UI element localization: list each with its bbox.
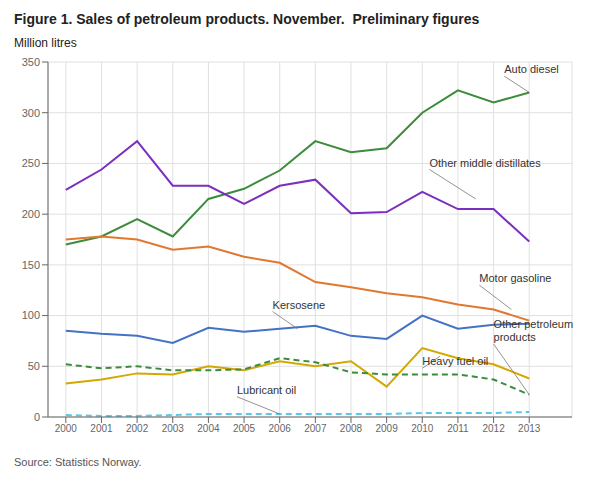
svg-text:2004: 2004 bbox=[197, 423, 220, 434]
html-text:Source: Statistics Norway.: Source: Statistics Norway. bbox=[14, 456, 142, 468]
svg-text:2000: 2000 bbox=[55, 423, 78, 434]
svg-text:2009: 2009 bbox=[376, 423, 399, 434]
svg-text:100: 100 bbox=[22, 309, 40, 321]
svg-text:2007: 2007 bbox=[304, 423, 327, 434]
html-text:Figure 1. Sales of petroleum p: Figure 1. Sales of petroleum products. N… bbox=[14, 11, 480, 27]
svg-text:Heavy fuel oil: Heavy fuel oil bbox=[422, 355, 488, 367]
svg-text:2008: 2008 bbox=[340, 423, 363, 434]
svg-text:2012: 2012 bbox=[482, 423, 505, 434]
svg-text:200: 200 bbox=[22, 208, 40, 220]
svg-text:Other petroleumproducts: Other petroleumproducts bbox=[494, 318, 573, 343]
svg-text:2006: 2006 bbox=[269, 423, 292, 434]
svg-text:2002: 2002 bbox=[126, 423, 149, 434]
svg-text:50: 50 bbox=[28, 360, 40, 372]
svg-text:Motor gasoline: Motor gasoline bbox=[479, 272, 551, 284]
svg-text:150: 150 bbox=[22, 259, 40, 271]
html-text:Million litres: Million litres bbox=[14, 36, 77, 50]
svg-text:350: 350 bbox=[22, 56, 40, 68]
svg-text:Other middle distillates: Other middle distillates bbox=[429, 157, 541, 169]
svg-text:300: 300 bbox=[22, 107, 40, 119]
svg-text:2005: 2005 bbox=[233, 423, 256, 434]
svg-text:250: 250 bbox=[22, 157, 40, 169]
svg-text:2003: 2003 bbox=[162, 423, 185, 434]
svg-text:2013: 2013 bbox=[518, 423, 541, 434]
svg-text:2010: 2010 bbox=[411, 423, 434, 434]
svg-text:Lubricant oil: Lubricant oil bbox=[237, 384, 296, 396]
svg-text:Kersosene: Kersosene bbox=[273, 299, 326, 311]
svg-text:Auto diesel: Auto diesel bbox=[504, 63, 558, 75]
svg-text:2001: 2001 bbox=[90, 423, 113, 434]
svg-text:0: 0 bbox=[34, 411, 40, 423]
svg-text:2011: 2011 bbox=[447, 423, 469, 434]
